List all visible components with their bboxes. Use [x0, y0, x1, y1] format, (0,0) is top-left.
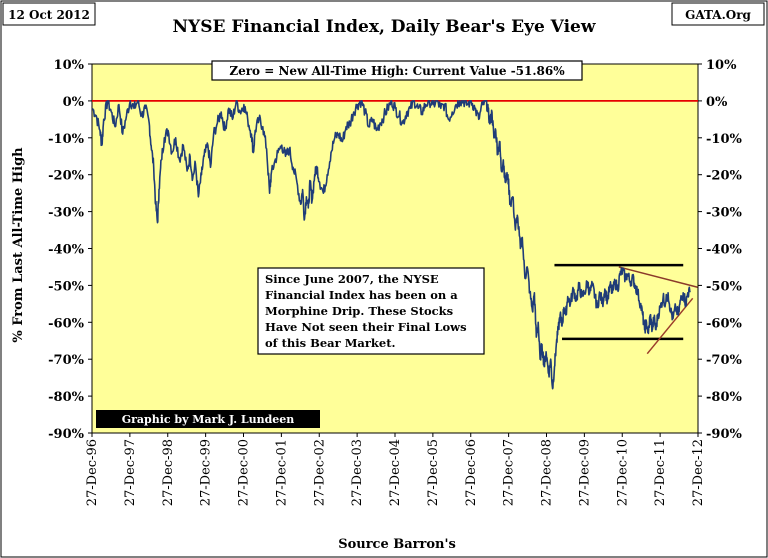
y-tick-label-right: 0% — [706, 95, 728, 110]
x-tick-label: 27-Dec-97 — [123, 439, 138, 506]
y-tick-label-left: -60% — [48, 316, 84, 331]
y-axis-right: 10% 0% -10% -20% -30% -40% -50% -60% -70% -80% -90… — [698, 58, 742, 442]
credit-label: Graphic by Mark J. Lundeen — [122, 413, 295, 426]
y-tick-label-left: -80% — [48, 390, 84, 405]
y-tick-label-right: -90% — [706, 427, 742, 442]
x-tick-label: 27-Dec-08 — [540, 439, 555, 506]
source-label: GATA.Org — [685, 8, 751, 22]
y-tick-label-left: -30% — [48, 206, 84, 221]
annotation-line: Have Not seen their Final Lows — [265, 320, 467, 334]
annotation-line: of this Bear Market. — [265, 336, 396, 350]
source-box — [671, 2, 765, 26]
x-tick-label: 27-Dec-07 — [502, 439, 517, 506]
x-tick-label: 27-Dec-05 — [426, 439, 441, 506]
y-tick-label-left: 0% — [63, 95, 85, 110]
y-axis-title: % From Last All-Time High — [11, 147, 26, 343]
plot-area — [91, 63, 699, 434]
x-tick-label: 27-Dec-03 — [350, 439, 365, 506]
x-tick-label: 27-Dec-99 — [199, 439, 214, 506]
date-box — [2, 2, 96, 26]
x-tick-label: 27-Dec-98 — [161, 439, 176, 506]
credit-box — [96, 410, 320, 428]
annotation-line: Since June 2007, the NYSE — [265, 272, 439, 286]
y-tick-label-left: -90% — [48, 427, 84, 442]
y-tick-label-left: -40% — [48, 243, 84, 258]
chart-title: NYSE Financial Index, Daily Bear's Eye V… — [173, 17, 596, 37]
y-tick-label-left: -20% — [48, 169, 84, 184]
date-label: 12 Oct 2012 — [8, 8, 90, 22]
y-tick-label-right: 10% — [706, 58, 737, 73]
series-group — [91, 100, 691, 390]
y-tick-label-right: -40% — [706, 243, 742, 258]
x-axis: 27-Dec-96 27-Dec-97 27-Dec-98 27-Dec-99 27-D… — [85, 433, 706, 506]
x-tick-label: 27-Dec-96 — [85, 439, 100, 506]
rising-trend-line — [646, 297, 694, 355]
annotation-box — [257, 267, 485, 355]
chart-subtitle: Zero = New All-Time High: Current Value … — [229, 64, 565, 78]
x-tick-label: 27-Dec-11 — [653, 439, 668, 506]
falling-trend-line — [618, 266, 698, 288]
x-tick-label: 27-Dec-10 — [615, 439, 630, 506]
y-tick-label-left: -70% — [48, 353, 84, 368]
x-tick-label: 27-Dec-04 — [388, 439, 403, 506]
x-tick-label: 27-Dec-00 — [237, 439, 252, 506]
x-axis-title: Source Barron's — [338, 537, 456, 552]
y-tick-label-left: -50% — [48, 279, 84, 294]
y-tick-label-right: -50% — [706, 279, 742, 294]
y-tick-label-right: -70% — [706, 353, 742, 368]
y-tick-label-left: -10% — [48, 132, 84, 147]
y-tick-label-right: -80% — [706, 390, 742, 405]
reference-lines — [92, 100, 698, 355]
series-line — [91, 100, 691, 390]
y-axis-left: 10% 0% -10% -20% -30% -40% -50% -60% -70% -80% -90… — [48, 58, 92, 442]
y-tick-label-right: -30% — [706, 206, 742, 221]
subtitle-box — [211, 60, 583, 81]
x-tick-label: 27-Dec-12 — [691, 439, 706, 506]
x-tick-label: 27-Dec-01 — [274, 439, 289, 506]
y-tick-label-left: 10% — [54, 58, 85, 73]
y-tick-label-right: -60% — [706, 316, 742, 331]
x-tick-label: 27-Dec-09 — [577, 439, 592, 506]
annotation-line: Morphine Drip. These Stocks — [265, 304, 453, 318]
annotation-text: Since June 2007, the NYSE Financial Index… — [265, 272, 467, 350]
x-tick-label: 27-Dec-06 — [464, 439, 479, 506]
annotation-line: Financial Index has been on a — [265, 288, 458, 302]
x-tick-label: 27-Dec-02 — [312, 439, 327, 506]
y-tick-label-right: -10% — [706, 132, 742, 147]
y-tick-label-right: -20% — [706, 169, 742, 184]
